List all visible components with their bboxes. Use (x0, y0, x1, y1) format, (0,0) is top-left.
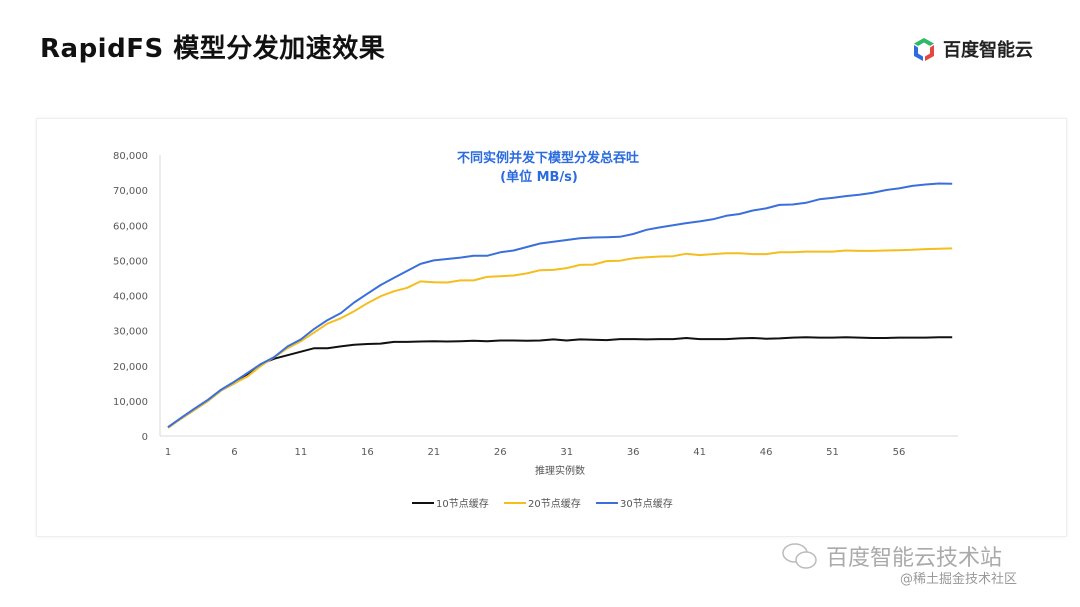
series-line-3 (167, 182, 953, 429)
x-tick-label: 26 (494, 447, 507, 458)
x-tick-label: 16 (361, 447, 374, 458)
legend-label: 30节点缓存 (620, 497, 673, 510)
wechat-icon (782, 543, 817, 569)
watermark: 百度智能云技术站 (780, 540, 1002, 572)
x-tick-label: 41 (693, 447, 706, 458)
chart-subtitle: (单位 MB/s) (500, 169, 578, 185)
legend-label: 10节点缓存 (436, 497, 489, 510)
y-tick-label: 70,000 (113, 186, 148, 197)
logo-text: 百度智能云 (943, 40, 1033, 61)
x-tick-label: 11 (295, 447, 308, 458)
series-line-2 (167, 247, 953, 429)
x-tick-label: 6 (231, 447, 237, 458)
cube-logo-icon (914, 38, 934, 61)
y-tick-label: 80,000 (113, 151, 148, 162)
y-tick-label: 30,000 (113, 327, 148, 338)
y-tick-label: 50,000 (113, 256, 148, 267)
y-tick-label: 40,000 (113, 292, 148, 303)
x-tick-label: 21 (427, 447, 440, 458)
chart-title: 不同实例并发下模型分发总吞吐 (457, 150, 639, 166)
x-tick-label: 51 (826, 447, 839, 458)
chart-card (36, 118, 1067, 537)
watermark-main: 百度智能云技术站 (826, 546, 1003, 571)
x-axis-label: 推理实例数 (535, 464, 585, 477)
y-tick-label: 60,000 (113, 221, 148, 232)
watermark-sub: @稀土掘金技术社区 (900, 572, 1018, 587)
y-tick-label: 0 (142, 432, 148, 443)
x-tick-label: 56 (893, 447, 906, 458)
x-tick-label: 1 (165, 447, 171, 458)
y-tick-label: 20,000 (113, 362, 148, 373)
x-tick-label: 36 (627, 447, 640, 458)
series-line-1 (167, 336, 953, 429)
legend-label: 20节点缓存 (528, 497, 581, 510)
x-tick-label: 31 (560, 447, 573, 458)
baidu-cloud-logo: 百度智能云 (911, 36, 1033, 62)
y-tick-label: 10,000 (113, 397, 148, 408)
page-title: RapidFS 模型分发加速效果 (40, 34, 386, 64)
x-tick-label: 46 (760, 447, 773, 458)
